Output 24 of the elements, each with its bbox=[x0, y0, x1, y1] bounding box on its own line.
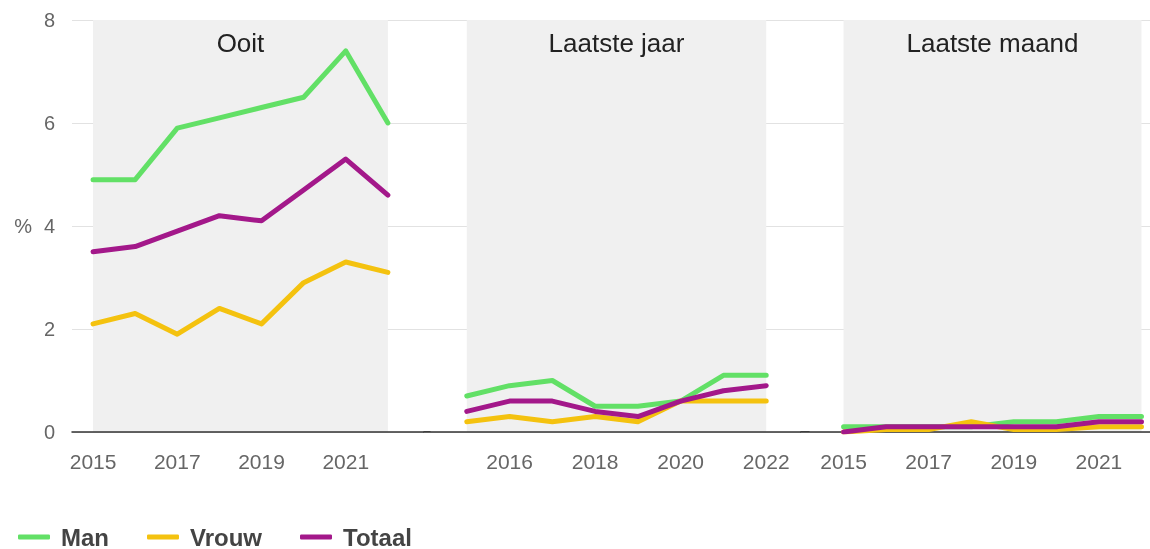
legend-label: Totaal bbox=[343, 523, 412, 549]
x-tick-label: 2018 bbox=[571, 450, 619, 473]
y-axis-title: % bbox=[14, 215, 33, 237]
chart-title: Ooit bbox=[216, 28, 266, 58]
y-tick-label: 0 bbox=[43, 421, 55, 443]
x-tick-label: 2015 bbox=[69, 450, 117, 473]
x-tick-label: 2020 bbox=[657, 450, 705, 473]
x-tick-label: 2015 bbox=[820, 450, 867, 473]
y-tick-label: 6 bbox=[43, 112, 55, 134]
x-tick-label: 2017 bbox=[905, 450, 953, 473]
y-tick-label: 8 bbox=[43, 9, 55, 31]
x-tick-label: 2021 bbox=[322, 450, 370, 473]
chart-title: Laatste maand bbox=[906, 28, 1079, 58]
legend-label: Man bbox=[61, 523, 109, 549]
x-tick-label: 2016 bbox=[486, 450, 533, 473]
x-tick-label: 2022 bbox=[742, 450, 790, 473]
x-tick-label: 2019 bbox=[238, 450, 285, 473]
chart-title: Laatste jaar bbox=[548, 28, 685, 58]
x-tick-label: 2017 bbox=[153, 450, 201, 473]
y-tick-label: 4 bbox=[43, 215, 55, 237]
x-tick-label: 2021 bbox=[1075, 450, 1123, 473]
y-tick-label: 2 bbox=[43, 318, 55, 340]
x-tick-label: 2019 bbox=[990, 450, 1038, 473]
legend-label: Vrouw bbox=[190, 523, 263, 549]
